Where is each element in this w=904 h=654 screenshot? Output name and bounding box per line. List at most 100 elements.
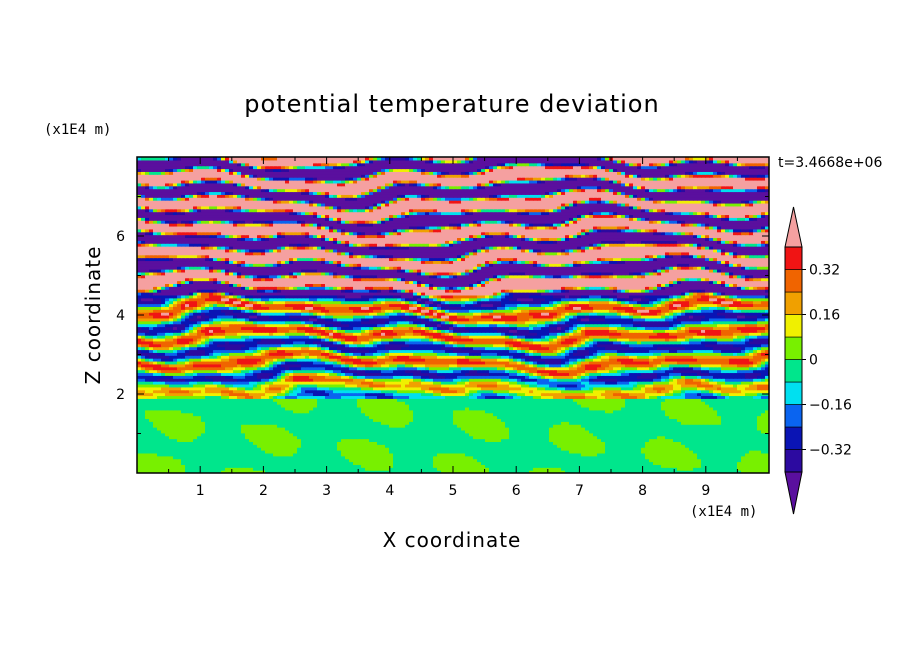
heatmap-cell xyxy=(225,458,230,463)
heatmap-cell xyxy=(517,441,522,445)
heatmap-cell xyxy=(341,461,346,465)
heatmap-cell xyxy=(141,427,146,431)
heatmap-cell xyxy=(645,429,650,434)
heatmap-cell xyxy=(569,447,574,451)
heatmap-cell xyxy=(665,470,670,473)
heatmap-cell xyxy=(661,432,666,437)
heatmap-cell xyxy=(189,435,194,440)
heatmap-cell xyxy=(141,447,146,451)
heatmap-cell xyxy=(189,438,194,442)
heatmap-cell xyxy=(185,435,190,440)
chart-title: potential temperature deviation xyxy=(244,90,659,118)
heatmap-cell xyxy=(261,452,266,457)
heatmap-cell xyxy=(237,461,242,465)
heatmap-cell xyxy=(701,447,706,451)
heatmap-cell xyxy=(477,441,482,445)
heatmap-cell xyxy=(293,455,298,460)
heatmap-cell xyxy=(761,435,766,440)
heatmap-cell xyxy=(329,441,334,445)
heatmap-cell xyxy=(397,467,402,471)
heatmap-cell xyxy=(525,447,530,451)
heatmap-cell xyxy=(625,470,630,473)
heatmap-cell xyxy=(581,461,586,465)
heatmap-cell xyxy=(345,438,350,442)
heatmap-cell xyxy=(581,452,586,457)
heatmap-cell xyxy=(505,441,510,445)
heatmap-cell xyxy=(345,427,350,431)
heatmap-cell xyxy=(341,444,346,448)
heatmap-cell xyxy=(277,470,282,473)
heatmap-cell xyxy=(485,441,490,445)
heatmap-cell xyxy=(141,461,146,465)
heatmap-cell xyxy=(325,461,330,465)
heatmap-cell xyxy=(209,450,214,454)
heatmap-cell xyxy=(581,441,586,445)
heatmap-cell xyxy=(573,455,578,460)
heatmap-cell xyxy=(329,429,334,434)
heatmap-cell xyxy=(469,461,474,465)
heatmap-cell xyxy=(285,432,290,437)
heatmap-cell xyxy=(737,441,742,445)
heatmap-cell xyxy=(609,447,614,451)
heatmap-cell xyxy=(413,429,418,434)
heatmap-cell xyxy=(201,455,206,460)
heatmap-cell xyxy=(157,461,162,465)
heatmap-cell xyxy=(137,444,142,448)
heatmap-cell xyxy=(377,458,382,463)
heatmap-cell xyxy=(381,432,386,437)
heatmap-cell xyxy=(529,432,534,437)
heatmap-cell xyxy=(729,429,734,434)
heatmap-cell xyxy=(193,441,198,445)
heatmap-cell xyxy=(305,429,310,434)
heatmap-cell xyxy=(593,458,598,463)
heatmap-cell xyxy=(749,455,754,460)
heatmap-cell xyxy=(373,435,378,440)
heatmap-cell xyxy=(549,461,554,465)
heatmap-cell xyxy=(653,470,658,473)
heatmap-cell xyxy=(565,438,570,442)
heatmap-cell xyxy=(481,467,486,471)
heatmap-cell xyxy=(181,458,186,463)
heatmap-cell xyxy=(329,432,334,437)
heatmap-cell xyxy=(273,467,278,471)
heatmap-cell xyxy=(609,444,614,448)
heatmap-cell xyxy=(301,438,306,442)
heatmap-cell xyxy=(169,470,174,473)
heatmap-cell xyxy=(581,470,586,473)
heatmap-cell xyxy=(473,461,478,465)
heatmap-cell xyxy=(601,441,606,445)
heatmap-cell xyxy=(605,458,610,463)
heatmap-cell xyxy=(457,438,462,442)
heatmap-cell xyxy=(765,461,769,465)
heatmap-cell xyxy=(653,438,658,442)
heatmap-cell xyxy=(293,464,298,468)
heatmap-cell xyxy=(189,470,194,473)
heatmap-cell xyxy=(165,438,170,442)
heatmap-cell xyxy=(529,458,534,463)
heatmap-cell xyxy=(457,441,462,445)
heatmap-cell xyxy=(661,447,666,451)
heatmap-cell xyxy=(657,455,662,460)
heatmap-cell xyxy=(217,427,222,431)
heatmap-cell xyxy=(301,435,306,440)
heatmap-cell xyxy=(613,444,618,448)
heatmap-cell xyxy=(249,429,254,434)
heatmap-cell xyxy=(301,441,306,445)
heatmap-cell xyxy=(449,455,454,460)
heatmap-cell xyxy=(705,461,710,465)
heatmap-cell xyxy=(341,427,346,431)
heatmap-cell xyxy=(385,438,390,442)
heatmap-cell xyxy=(673,450,678,454)
heatmap-cell xyxy=(177,464,182,468)
heatmap-cell xyxy=(257,435,262,440)
heatmap-cell xyxy=(765,464,769,468)
heatmap-cell xyxy=(137,470,142,473)
heatmap-cell xyxy=(537,444,542,448)
heatmap-cell xyxy=(225,461,230,465)
heatmap-cell xyxy=(633,467,638,471)
heatmap-cell xyxy=(633,441,638,445)
heatmap-cell xyxy=(409,461,414,465)
heatmap-cell xyxy=(749,432,754,437)
heatmap-cell xyxy=(361,444,366,448)
heatmap-cell xyxy=(409,455,414,460)
